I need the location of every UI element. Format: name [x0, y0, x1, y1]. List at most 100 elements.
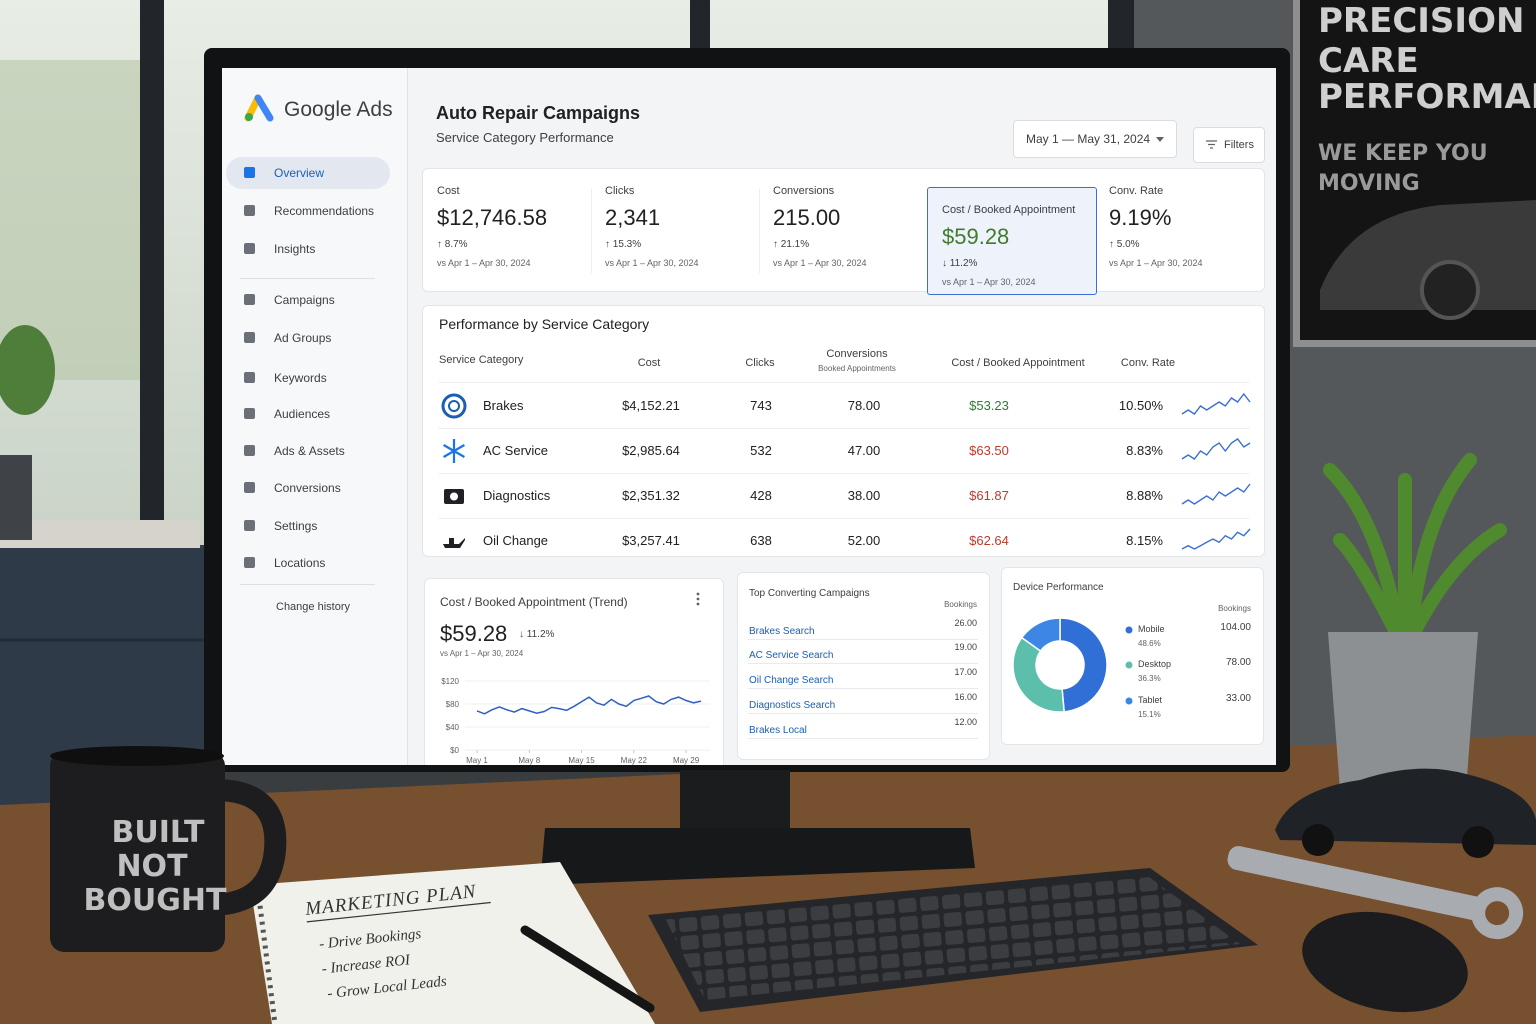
cell: $53.23	[969, 398, 1009, 413]
nav-icon	[244, 332, 255, 343]
device-bookings: 104.00	[1220, 622, 1251, 633]
kpi-change: ↓ 11.2%	[942, 258, 978, 269]
row-line	[748, 738, 978, 739]
trend-title: Cost / Booked Appointment (Trend)	[440, 595, 628, 609]
legend-dot	[1125, 626, 1133, 634]
divider	[240, 584, 375, 585]
row-line	[439, 518, 1249, 519]
nav-item[interactable]: Conversions	[226, 472, 390, 504]
nav-icon	[244, 294, 255, 305]
trend-line	[476, 695, 702, 715]
x-tick-label: May 22	[621, 756, 648, 765]
cell: 78.00	[847, 398, 881, 413]
nav-label: Campaigns	[274, 293, 335, 307]
kpi-change: ↑ 15.3%	[605, 239, 642, 250]
header-line	[439, 382, 1249, 383]
x-tick-label: May 8	[518, 756, 540, 765]
sparkline-line	[1181, 483, 1251, 505]
y-tick-label: $0	[450, 746, 459, 755]
legend-dot	[1125, 661, 1133, 669]
campaign-link[interactable]: Brakes Search	[749, 626, 815, 637]
device-bookings: 33.00	[1225, 693, 1251, 704]
x-tick-label: May 15	[568, 756, 595, 765]
nav-item[interactable]: Overview	[226, 157, 390, 189]
kpi-label: Conv. Rate	[1109, 185, 1164, 197]
campaign-bookings: 12.00	[954, 717, 977, 727]
donut-slice	[1012, 636, 1065, 713]
y-tick-label: $40	[446, 723, 460, 732]
nav-icon	[244, 372, 255, 383]
conv-rate: 8.88%	[1126, 488, 1163, 503]
screen: Google Ads Change history Overview Recomm…	[222, 68, 1276, 765]
poster-tagline: MOVING	[1318, 171, 1420, 196]
nav-item[interactable]: Ad Groups	[226, 322, 390, 354]
nav-item[interactable]: Settings	[226, 510, 390, 542]
column-subheader: Booked Appointments	[818, 364, 896, 373]
nav-item[interactable]: Campaigns	[226, 284, 390, 316]
date-range[interactable]: May 1 — May 31, 2024	[1013, 120, 1177, 158]
sill	[0, 520, 200, 550]
campaign-link[interactable]: AC Service Search	[749, 650, 834, 661]
nav-icon	[244, 445, 255, 456]
kpi-compare: vs Apr 1 – Apr 30, 2024	[773, 258, 867, 268]
nav-item[interactable]: Recommendations	[226, 195, 390, 227]
filters-button[interactable]: Filters	[1193, 127, 1265, 163]
kpi-label: Conversions	[773, 185, 835, 197]
row-line	[439, 473, 1249, 474]
trend-value: $59.28	[440, 621, 508, 646]
row-line	[439, 428, 1249, 429]
icon-shape	[450, 492, 458, 501]
kpi-card: Clicks 2,341 ↑ 15.3% vs Apr 1 – Apr 30, 202…	[591, 169, 759, 291]
category-name: AC Service	[483, 443, 549, 458]
sparkline	[1181, 438, 1251, 460]
nav-item[interactable]: Audiences	[226, 398, 390, 430]
cell: 38.00	[847, 488, 881, 503]
y-tick-label: $120	[441, 677, 459, 686]
window-frame	[690, 0, 710, 60]
poster-tagline: WE KEEP YOU	[1318, 141, 1488, 166]
sparkline-line	[1181, 528, 1251, 550]
divider	[240, 278, 375, 279]
column-header: Service Category	[439, 354, 524, 366]
plant	[1323, 453, 1507, 647]
monitor-neck	[680, 770, 790, 832]
kpi-divider	[591, 189, 592, 273]
campaign-link[interactable]: Brakes Local	[749, 725, 807, 736]
kpi-compare: vs Apr 1 – Apr 30, 2024	[942, 277, 1036, 287]
x-tick-label: May 1	[466, 756, 488, 765]
nav-icon	[244, 243, 255, 254]
campaign-link[interactable]: Diagnostics Search	[749, 700, 836, 711]
pot	[0, 455, 32, 540]
cell: $62.64	[969, 533, 1009, 548]
campaigns-card: Top Converting Campaigns Bookings Brakes…	[737, 572, 990, 760]
cell: 638	[750, 533, 772, 548]
nav-item[interactable]: Keywords	[226, 362, 390, 394]
cell: 428	[750, 488, 772, 503]
nav-item[interactable]: Ads & Assets	[226, 435, 390, 467]
dropdown-arrow	[1156, 137, 1164, 142]
nav-icon	[244, 520, 255, 531]
category-table: Performance by Service Category Service …	[422, 305, 1265, 557]
cell: $2,351.32	[622, 488, 680, 503]
menu-icon[interactable]	[695, 591, 701, 607]
cell: $2,985.64	[622, 443, 680, 458]
campaign-link[interactable]: Oil Change Search	[749, 675, 834, 686]
page-title: Auto Repair Campaigns	[436, 103, 641, 123]
legend-value: 15.1%	[1138, 710, 1161, 719]
legend-label: Desktop	[1138, 659, 1172, 669]
nav-label: Recommendations	[274, 204, 375, 218]
page-subtitle: Service Category Performance	[436, 130, 614, 145]
change-history[interactable]: Change history	[276, 601, 350, 613]
column-header: Conv. Rate	[1120, 357, 1176, 369]
nav-icon	[244, 205, 255, 216]
kpi-value: 2,341	[605, 205, 661, 230]
donut-slice	[1020, 617, 1061, 653]
nav-item[interactable]: Insights	[226, 233, 390, 265]
column-header: Clicks	[745, 357, 775, 369]
kpi-card: Cost / Booked Appointment $59.28 ↓ 11.2% vs…	[927, 187, 1097, 295]
nav-item[interactable]: Locations	[226, 547, 390, 579]
icon-shape	[448, 400, 460, 412]
cell: $4,152.21	[622, 398, 680, 413]
cell: 47.00	[847, 443, 881, 458]
